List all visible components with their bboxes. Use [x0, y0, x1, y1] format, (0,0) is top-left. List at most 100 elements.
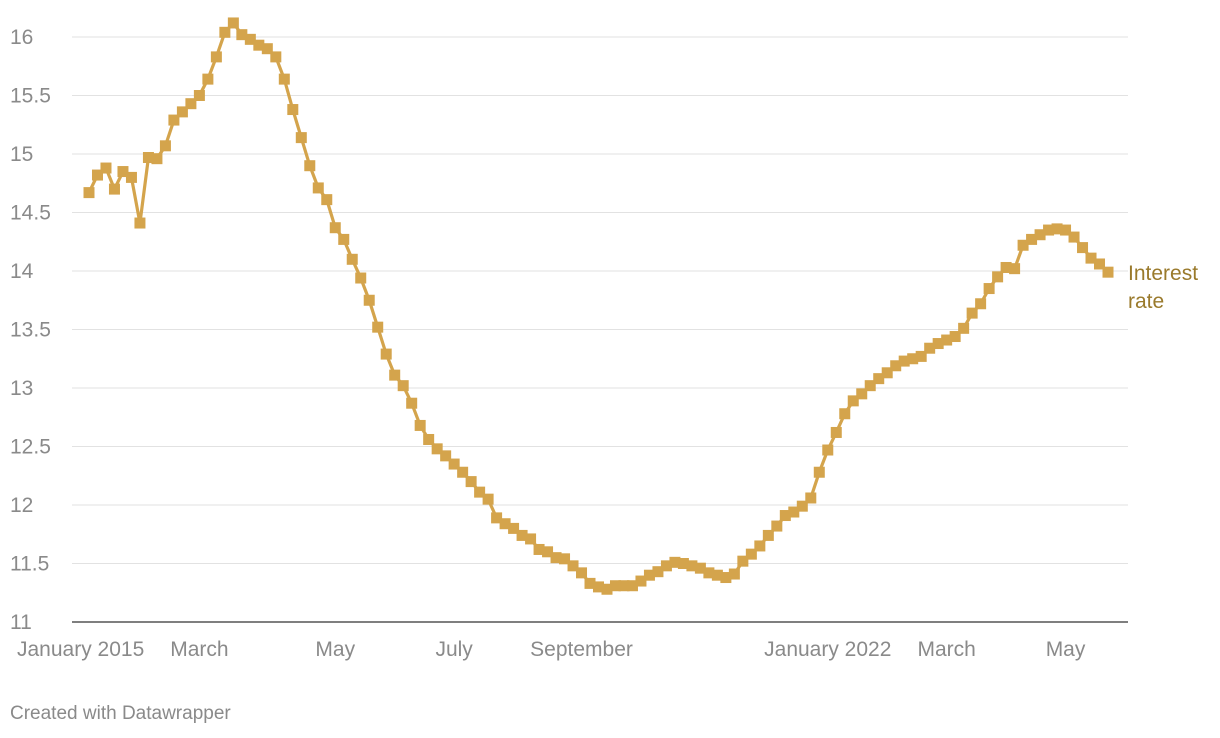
y-tick-label: 13 [10, 377, 33, 400]
data-point [270, 51, 282, 63]
data-point [745, 548, 757, 560]
data-point [771, 520, 783, 532]
data-point [465, 476, 477, 488]
data-point [355, 272, 367, 284]
y-tick-label: 12.5 [10, 436, 51, 459]
data-point [482, 493, 494, 505]
data-point [924, 342, 936, 354]
data-point [312, 182, 324, 194]
y-tick-label: 14 [10, 260, 34, 283]
data-point [669, 556, 681, 568]
data-point [125, 171, 137, 183]
data-point [329, 222, 341, 234]
data-point [949, 331, 961, 343]
data-point [406, 397, 418, 409]
data-point [287, 104, 299, 116]
data-point [363, 294, 375, 306]
data-point [1060, 224, 1072, 236]
data-point [779, 510, 791, 522]
data-point [1026, 233, 1038, 245]
data-point [108, 183, 120, 195]
data-point [686, 560, 698, 572]
data-point [176, 106, 188, 118]
y-tick-label: 12 [10, 494, 33, 517]
x-tick-label: March [170, 638, 228, 661]
data-point [1000, 261, 1012, 273]
data-point [1043, 224, 1055, 236]
data-point [864, 380, 876, 392]
data-point [975, 298, 987, 310]
x-tick-label: May [1046, 638, 1086, 661]
data-point [847, 395, 859, 407]
data-point [881, 367, 893, 379]
gridlines [72, 36, 1128, 623]
data-point [660, 560, 672, 572]
data-point [822, 444, 834, 456]
x-axis-labels: January 2015 March May July September January… [17, 638, 1086, 661]
data-point [278, 73, 290, 85]
data-point [1085, 252, 1097, 264]
data-point [491, 512, 503, 524]
y-tick-label: 11 [10, 611, 32, 634]
data-point [567, 560, 579, 572]
y-tick-label: 15.5 [10, 85, 51, 108]
data-point [559, 553, 571, 565]
data-point [805, 492, 817, 504]
data-point [983, 283, 995, 295]
data-point [584, 577, 596, 589]
data-point [159, 140, 171, 152]
data-point [618, 580, 630, 592]
y-tick-label: 11.5 [10, 553, 49, 576]
data-point [626, 580, 638, 592]
data-point [1051, 223, 1063, 235]
data-point [338, 233, 350, 245]
data-point [762, 529, 774, 541]
data-point [261, 43, 273, 55]
y-tick-label: 15 [10, 143, 33, 166]
series-line-interest-rate [87, 21, 1110, 591]
data-point [168, 114, 180, 126]
data-point [643, 569, 655, 581]
data-point [907, 353, 919, 365]
data-point [652, 566, 664, 578]
data-point [253, 39, 265, 51]
data-point [346, 253, 358, 265]
x-tick-label: July [435, 638, 473, 661]
data-point [304, 160, 316, 172]
data-point [117, 166, 129, 178]
data-point [474, 486, 486, 498]
line-chart: 11 11.5 12 12.5 13 13.5 14 14.5 15 15.5 16 January… [10, 17, 1198, 661]
data-point [193, 90, 205, 101]
data-point [576, 567, 588, 579]
data-point [1102, 266, 1114, 278]
data-point [873, 373, 885, 385]
data-point [244, 33, 256, 45]
data-point [134, 217, 146, 229]
data-point [1077, 242, 1089, 254]
x-tick-label: September [530, 638, 633, 661]
data-point [958, 322, 970, 334]
series-layer [83, 17, 1114, 595]
data-point [694, 562, 706, 574]
data-point [550, 552, 562, 564]
data-point [796, 500, 808, 512]
data-point [151, 153, 163, 165]
data-point [533, 543, 545, 555]
data-point [431, 443, 443, 455]
data-point [83, 187, 95, 199]
data-point [1094, 258, 1106, 270]
data-point [423, 433, 435, 445]
data-point [1017, 239, 1029, 251]
data-point [609, 580, 621, 592]
data-point [754, 540, 766, 552]
data-point [601, 583, 613, 595]
data-point [966, 307, 978, 319]
data-point [508, 522, 520, 534]
data-point [448, 458, 460, 470]
data-point [992, 271, 1004, 283]
y-tick-label: 13.5 [10, 319, 51, 342]
data-point [321, 194, 333, 206]
data-point [295, 132, 307, 144]
data-point [185, 98, 197, 110]
data-point [1068, 231, 1080, 243]
